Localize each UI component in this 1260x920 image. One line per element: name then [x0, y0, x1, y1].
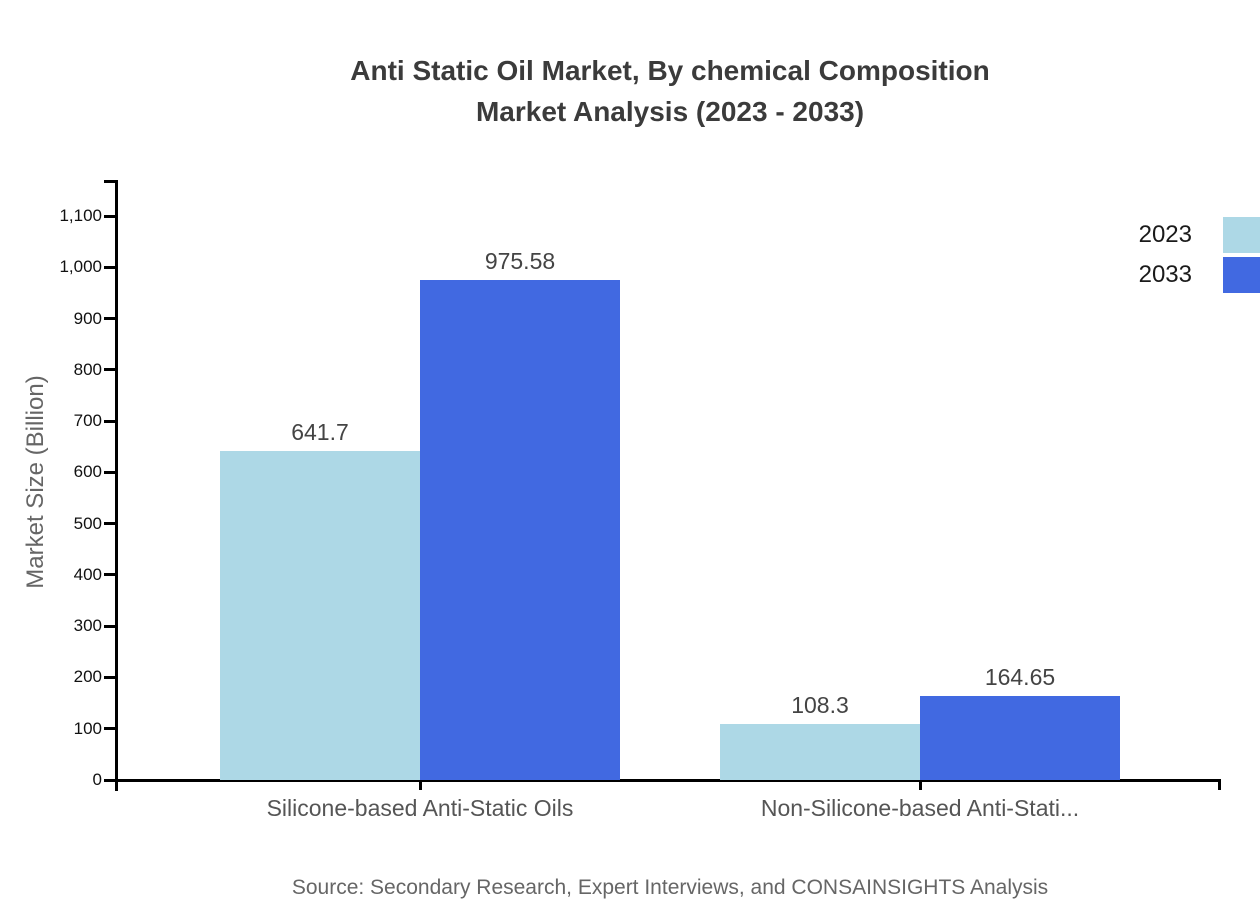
- y-tick: [104, 317, 115, 321]
- legend-item-2033: 2033: [1139, 257, 1260, 293]
- y-axis-line: [115, 180, 118, 791]
- bar-value-label: 641.7: [291, 418, 349, 445]
- bar-value-label: 108.3: [791, 692, 849, 719]
- y-tick: [104, 419, 115, 423]
- bar-value-label: 164.65: [984, 663, 1056, 690]
- y-tick: [104, 675, 115, 679]
- x-axis-end-cap: [1218, 779, 1221, 790]
- y-tick: [104, 624, 115, 628]
- y-tick: [104, 470, 115, 474]
- source-note: Source: Secondary Research, Expert Inter…: [291, 876, 1049, 899]
- y-tick: [104, 265, 115, 269]
- y-tick-label: 600: [73, 462, 102, 482]
- chart-title-line1: Anti Static Oil Market, By chemical Comp…: [350, 55, 990, 86]
- legend-label-2033: 2033: [1138, 261, 1192, 288]
- chart-title-line2: Market Analysis (2023 - 2033): [475, 96, 865, 127]
- bar-2023-cat0: [220, 450, 420, 780]
- chart-title: Anti Static Oil Market, By chemical Comp…: [118, 50, 1222, 132]
- bar-2033-cat1: [920, 695, 1120, 780]
- y-axis-end-cap: [104, 180, 115, 183]
- y-tick-label: 800: [73, 359, 102, 379]
- y-tick: [104, 727, 115, 731]
- legend-label-2023: 2023: [1138, 221, 1192, 248]
- legend-swatch-2023: [1223, 217, 1260, 253]
- y-tick: [104, 368, 115, 372]
- x-axis-line: [104, 779, 1221, 782]
- legend-item-2023: 2023: [1139, 217, 1260, 253]
- y-tick-label: 1,000: [59, 257, 102, 277]
- y-tick: [104, 522, 115, 526]
- y-tick-label: 400: [73, 564, 102, 584]
- y-tick-label: 0: [92, 770, 102, 789]
- y-tick-label: 900: [73, 308, 102, 328]
- y-tick-label: 200: [73, 667, 102, 687]
- x-tick: [918, 779, 922, 790]
- y-tick: [104, 573, 115, 577]
- x-tick: [418, 779, 422, 790]
- bar-2033-cat0: [420, 279, 620, 780]
- legend-swatch-2033: [1223, 257, 1260, 293]
- y-tick-label: 500: [73, 513, 102, 533]
- category-label: Non-Silicone-based Anti-Stati...: [760, 795, 1080, 821]
- y-tick-label: 100: [73, 718, 102, 738]
- y-tick-label: 1,100: [59, 206, 102, 225]
- y-tick-label: 300: [73, 616, 102, 636]
- y-tick: [104, 214, 115, 218]
- bar-value-label: 975.58: [484, 247, 556, 274]
- category-label: Silicone-based Anti-Static Oils: [266, 795, 574, 821]
- bar-2023-cat1: [720, 724, 920, 780]
- y-tick-label: 700: [73, 411, 102, 431]
- legend: 2023 2033: [1139, 217, 1260, 293]
